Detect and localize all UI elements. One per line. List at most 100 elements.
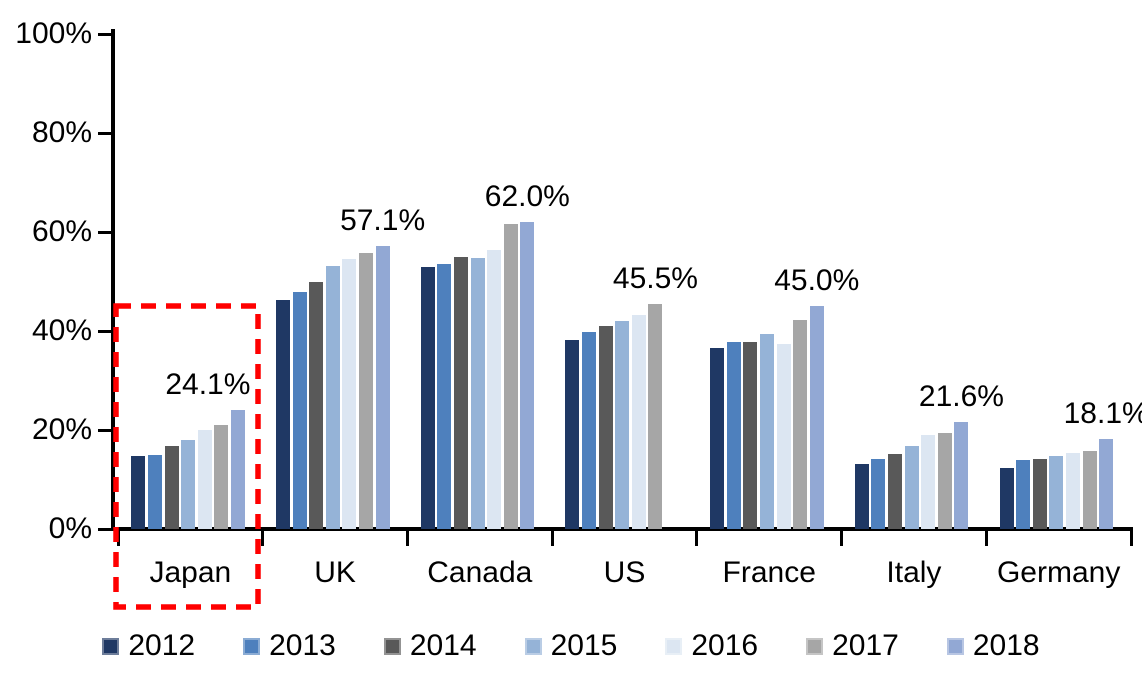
y-axis-tick-label: 100% [15,17,92,50]
x-axis-tick [840,531,844,546]
y-axis-line [111,29,115,531]
legend-swatch-2013 [243,637,261,655]
bar-france-2017 [793,319,808,529]
bar-germany-2014 [1032,458,1047,529]
bar-us-2013 [582,331,597,529]
bar-canada-2016 [487,250,502,529]
bar-us-2015 [615,321,630,529]
legend-swatch-2016 [665,637,683,655]
x-axis-tick [695,531,699,546]
y-axis-tick [98,131,112,135]
category-label-canada: Canada [427,556,533,589]
bar-germany-2017 [1082,450,1097,529]
bar-germany-2015 [1049,456,1064,529]
bar-italy-2016 [921,434,936,529]
bar-japan-2013 [147,455,162,529]
bar-italy-2017 [937,433,952,529]
bar-france-2018 [809,306,824,529]
legend-swatch-2014 [383,637,401,655]
legend-item-2017: 2017 [806,630,899,662]
x-axis-tick [405,531,409,546]
bar-italy-2015 [904,445,919,529]
legend-item-2016: 2016 [665,630,758,662]
legend-label-2015: 2015 [550,629,618,662]
x-axis-tick [550,531,554,546]
x-axis-tick [116,531,120,546]
bar-uk-2012 [276,299,290,529]
legend-item-2012: 2012 [102,630,195,662]
y-axis-tick-label: 40% [31,314,92,347]
data-label-canada: 62.0% [484,180,570,214]
category-label-japan: Japan [149,556,232,589]
legend-swatch-2012 [102,637,120,655]
legend-swatch-2018 [946,637,964,655]
bar-japan-2014 [164,446,179,529]
bar-canada-2013 [437,264,452,529]
bar-japan-2012 [131,456,146,529]
bar-japan-2015 [181,439,196,529]
bar-uk-2015 [325,265,340,529]
bar-us-2014 [598,326,613,529]
bar-us-2016 [631,314,646,529]
legend-label-2017: 2017 [832,629,899,662]
bar-japan-2016 [197,430,212,529]
data-label-italy: 21.6% [918,380,1004,414]
category-label-germany: Germany [996,556,1121,589]
x-axis-tick [261,531,265,546]
legend-label-2016: 2016 [691,629,759,662]
data-label-france: 45.0% [774,264,860,298]
y-axis-tick [98,428,112,432]
bar-germany-2013 [1016,460,1031,529]
data-label-germany: 18.1% [1063,397,1142,431]
bar-france-2014 [743,342,758,529]
bar-uk-2014 [309,282,324,529]
legend-label-2014: 2014 [409,629,477,662]
x-axis-line [111,527,1133,531]
legend-item-2015: 2015 [524,629,618,662]
bar-italy-2012 [854,463,869,529]
bar-france-2012 [710,347,725,529]
x-axis-tick [1129,531,1133,546]
data-label-japan: 24.1% [165,367,251,401]
legend-swatch-2017 [806,637,824,655]
legend: 2012 2013 2014 2015 2016 2017 2018 [0,630,1142,662]
bar-uk-2013 [292,292,307,529]
bar-canada-2015 [470,257,485,529]
bar-france-2013 [726,342,741,529]
data-label-us: 45.5% [612,261,698,295]
bar-uk-2016 [342,258,357,529]
data-label-uk: 57.1% [340,204,426,238]
legend-label-2018: 2018 [972,629,1040,662]
y-axis-tick [98,230,112,234]
legend-item-2018: 2018 [946,629,1040,662]
y-axis-tick [98,32,112,36]
legend-label-2013: 2013 [269,629,336,662]
category-label-italy: Italy [886,556,942,589]
bar-us-2017 [648,303,663,529]
y-axis-tick [98,527,112,531]
y-axis-tick [98,329,112,333]
bar-us-2012 [565,339,580,529]
bar-france-2015 [759,334,774,529]
bar-italy-2013 [871,459,886,529]
bar-canada-2018 [520,222,535,529]
bar-germany-2012 [999,467,1014,529]
bar-japan-2018 [230,409,245,529]
y-axis-tick-label: 0% [48,512,92,545]
category-label-france: France [722,556,816,589]
category-label-uk: UK [314,556,356,589]
legend-swatch-2015 [524,637,542,655]
bar-canada-2014 [453,256,468,529]
bar-france-2016 [776,343,791,529]
bar-japan-2017 [214,425,229,529]
bar-uk-2018 [375,246,390,529]
bar-canada-2017 [503,223,518,529]
legend-item-2014: 2014 [383,629,477,662]
bar-canada-2012 [420,266,435,529]
bar-italy-2014 [888,453,903,529]
bar-germany-2018 [1099,439,1114,529]
x-axis-tick [984,531,988,546]
legend-label-2012: 2012 [128,629,196,662]
category-label-us: US [603,556,646,589]
